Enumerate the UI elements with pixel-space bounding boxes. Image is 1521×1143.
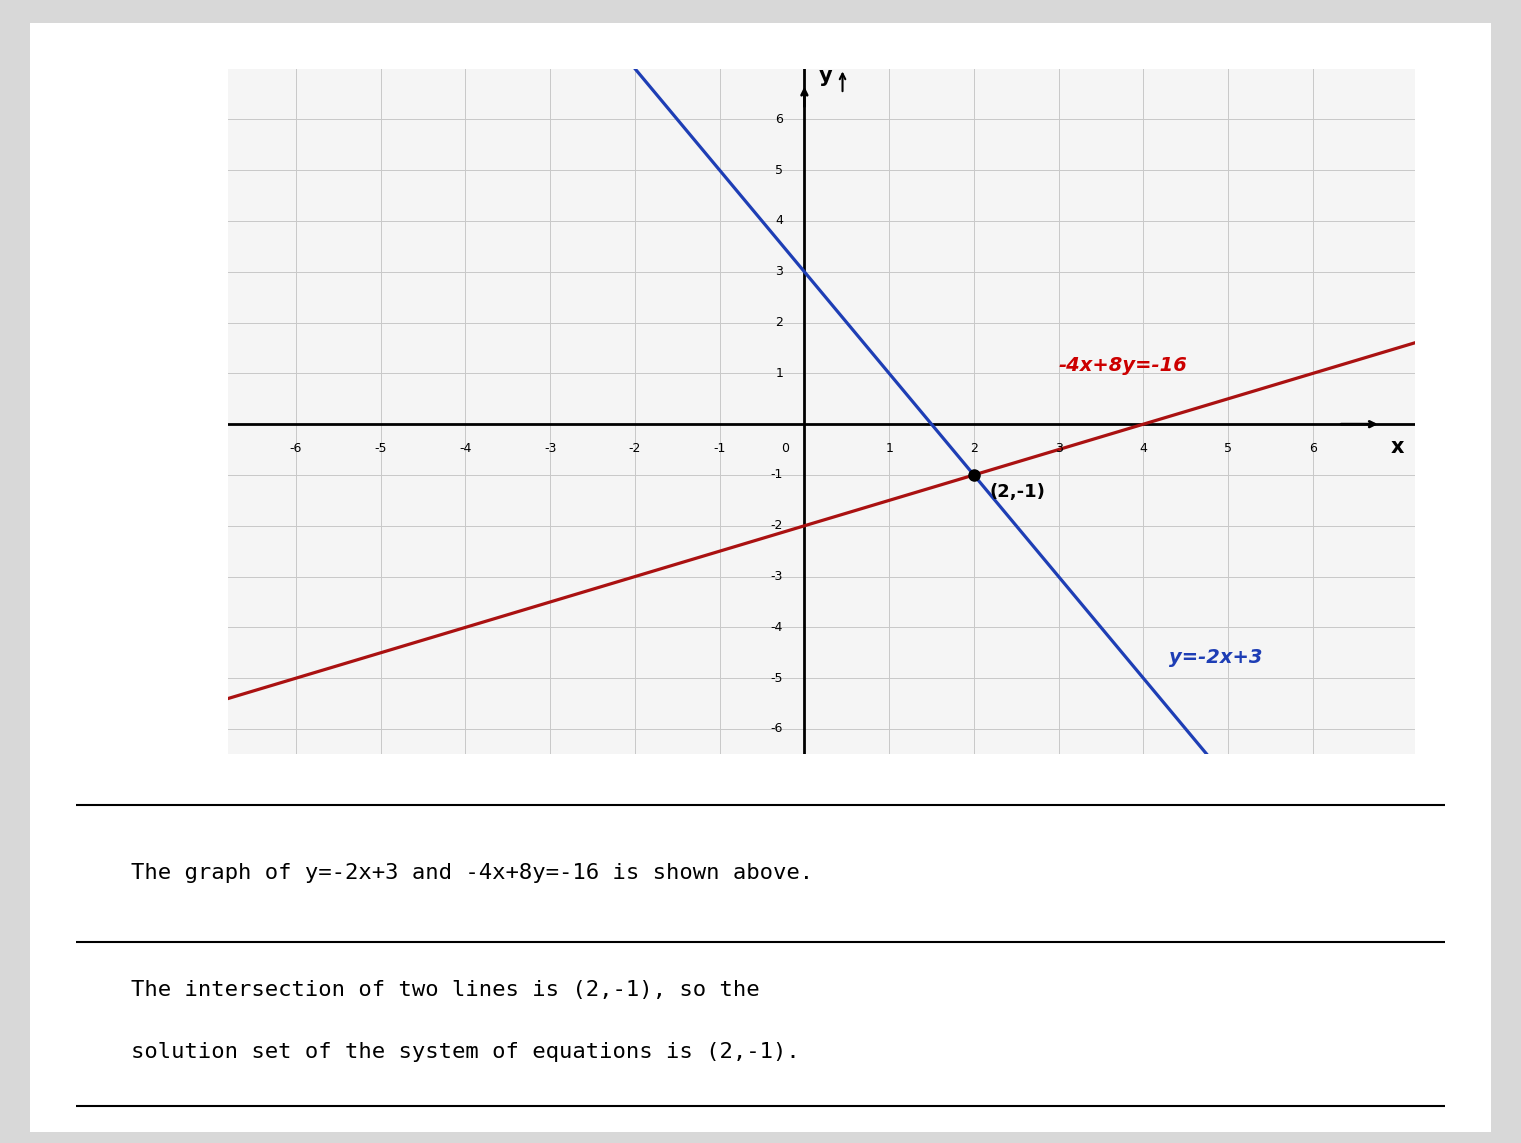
Text: -4: -4: [771, 621, 783, 634]
Text: y: y: [818, 66, 832, 86]
Text: 1: 1: [885, 442, 893, 455]
Text: -6: -6: [771, 722, 783, 735]
Text: 5: 5: [776, 163, 783, 177]
Text: -3: -3: [545, 442, 557, 455]
Text: -2: -2: [771, 519, 783, 533]
Text: 2: 2: [776, 317, 783, 329]
Text: 1: 1: [776, 367, 783, 379]
Text: 4: 4: [776, 215, 783, 227]
Text: 3: 3: [776, 265, 783, 278]
Text: x: x: [1390, 437, 1404, 457]
Text: 6: 6: [776, 113, 783, 126]
Text: -4: -4: [459, 442, 472, 455]
Text: 5: 5: [1224, 442, 1232, 455]
Text: -6: -6: [291, 442, 303, 455]
Text: -1: -1: [713, 442, 726, 455]
Text: 3: 3: [1054, 442, 1063, 455]
Text: solution set of the system of equations is (2,-1).: solution set of the system of equations …: [131, 1041, 800, 1062]
Text: -5: -5: [374, 442, 386, 455]
Text: 6: 6: [1310, 442, 1317, 455]
Text: -3: -3: [771, 570, 783, 583]
Text: -2: -2: [628, 442, 640, 455]
Text: 4: 4: [1139, 442, 1147, 455]
FancyBboxPatch shape: [222, 65, 1421, 758]
Text: y=-2x+3: y=-2x+3: [1168, 648, 1262, 668]
Text: 2: 2: [970, 442, 978, 455]
Text: -5: -5: [771, 672, 783, 685]
Text: (2,-1): (2,-1): [989, 482, 1045, 501]
Text: -1: -1: [771, 469, 783, 481]
Text: The intersection of two lines is (2,-1), so the: The intersection of two lines is (2,-1),…: [131, 980, 759, 1000]
Text: 0: 0: [782, 442, 789, 455]
Text: -4x+8y=-16: -4x+8y=-16: [1059, 357, 1188, 375]
Text: The graph of y=-2x+3 and -4x+8y=-16 is shown above.: The graph of y=-2x+3 and -4x+8y=-16 is s…: [131, 863, 812, 884]
